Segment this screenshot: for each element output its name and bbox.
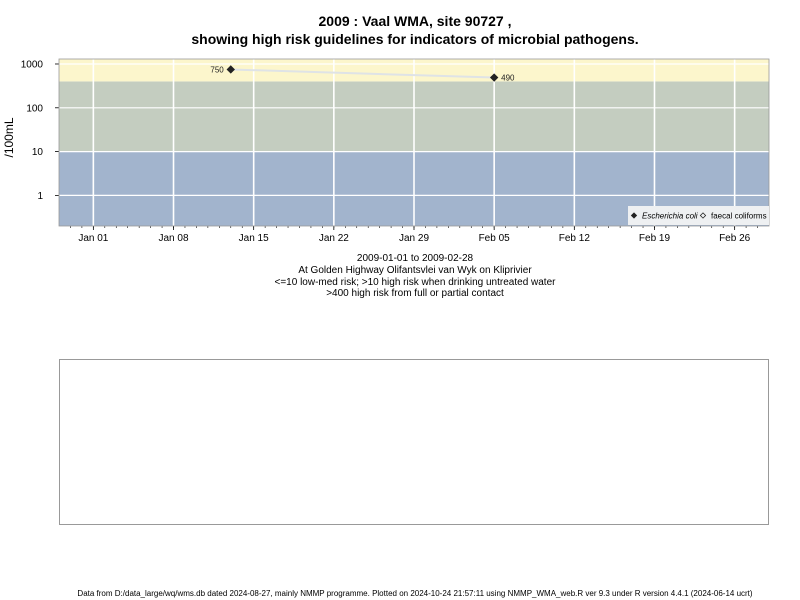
- x-tick-label: Jan 29: [399, 233, 429, 244]
- chart-title: 2009 : Vaal WMA, site 90727 ,: [318, 13, 512, 29]
- y-tick-label: 10: [32, 147, 44, 158]
- legend-box: [628, 206, 769, 225]
- footer-note: Data from D:/data_large/wq/wms.db dated …: [77, 589, 753, 598]
- legend-label: faecal coliforms: [711, 212, 767, 221]
- x-tick-label: Jan 08: [159, 233, 189, 244]
- legend-label: Escherichia coli: [642, 212, 698, 221]
- x-tick-label: Feb 26: [719, 233, 751, 244]
- y-tick-label: 1: [37, 191, 43, 202]
- trend-line: [230, 68, 495, 79]
- y-tick-label: 100: [26, 103, 43, 114]
- x-tick-label: Jan 01: [78, 233, 108, 244]
- empty-plot-panel: [59, 359, 769, 525]
- legend-marker: [630, 212, 638, 219]
- x-tick-label: Feb 12: [559, 233, 591, 244]
- plot-border: [58, 58, 770, 227]
- data-label: 490: [501, 74, 515, 83]
- data-point: [226, 65, 235, 74]
- location-caption: At Golden Highway Olifantsvlei van Wyk o…: [298, 265, 532, 276]
- y-tick-label: 1000: [21, 59, 44, 70]
- x-tick-label: Feb 19: [639, 233, 671, 244]
- chart-subtitle: showing high risk guidelines for indicat…: [191, 31, 639, 47]
- legend: Escherichia coli faecal coliforms: [628, 206, 769, 225]
- y-axis-label: /100mL: [2, 117, 16, 157]
- risk-high-caption: >400 high risk from full or partial cont…: [326, 288, 504, 299]
- risk-low-caption: <=10 low-med risk; >10 high risk when dr…: [274, 277, 556, 288]
- legend-marker: [699, 212, 707, 219]
- data-point: [489, 73, 499, 82]
- date-range-caption: 2009-01-01 to 2009-02-28: [356, 253, 474, 264]
- x-tick-label: Jan 22: [319, 233, 349, 244]
- x-tick-label: Jan 15: [239, 233, 269, 244]
- x-tick-label: Feb 05: [479, 233, 511, 244]
- chart-svg: Jan 01 Jan 08 Jan 15 Jan 22 Jan 29 Feb 05 Feb …: [2, 58, 770, 244]
- data-label: 750: [210, 65, 224, 74]
